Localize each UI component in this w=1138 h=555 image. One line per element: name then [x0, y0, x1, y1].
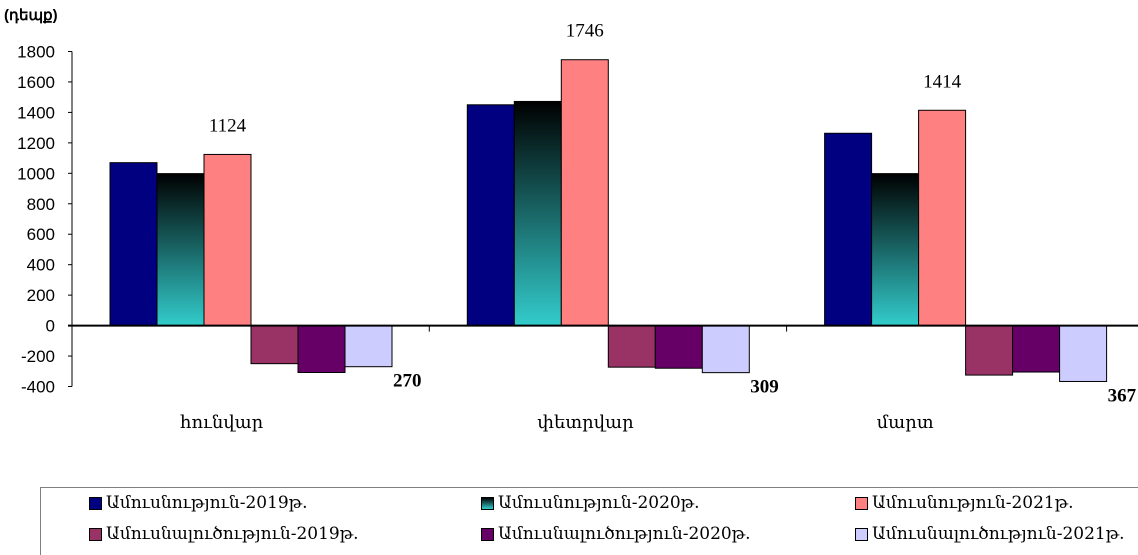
bar-series-6-փետրվար: [701, 325, 750, 374]
bar-series-6-հունվար: [344, 325, 393, 368]
data-label: 1414: [923, 71, 962, 92]
y-tick-label: 400: [27, 256, 55, 275]
y-tick-label: 0: [46, 317, 55, 336]
legend-swatch: [89, 496, 102, 510]
bar-series-3-փետրվար: [560, 59, 609, 327]
y-tick-label: 200: [27, 286, 55, 305]
legend-item: Ամուսնալուծություն-2019թ.: [89, 524, 359, 544]
y-tick-label: 1600: [17, 73, 55, 92]
legend-swatch: [481, 527, 494, 541]
legend-label: Ամուսնություն-2021թ.: [872, 493, 1074, 513]
bar-series-4-փետրվար: [607, 325, 656, 368]
bar-series-1-հունվար: [109, 162, 158, 327]
legend-item: Ամուսնություն-2020թ.: [481, 493, 700, 513]
legend-label: Ամուսնալուծություն-2019թ.: [106, 524, 359, 544]
y-tick-label: -200: [21, 347, 55, 366]
y-tick-label: -400: [21, 378, 55, 397]
legend-item: Ամուսնալուծություն-2021թ.: [855, 524, 1125, 544]
bar-series-5-փետրվար: [654, 325, 703, 369]
legend-label: Ամուսնալուծություն-2021թ.: [872, 524, 1125, 544]
y-tick-label: 1800: [17, 43, 55, 62]
legend-item: Ամուսնություն-2019թ.: [89, 493, 308, 513]
data-label: 1124: [209, 115, 247, 136]
chart-legend: Ամուսնություն-2019թ. Ամուսնություն-2020թ.…: [40, 487, 1138, 555]
bar-series-6-մարտ: [1059, 325, 1108, 382]
legend-label: Ամուսնություն-2019թ.: [106, 493, 308, 513]
legend-swatch: [89, 527, 102, 541]
legend-item: Ամուսնություն-2021թ.: [855, 493, 1074, 513]
data-label: 367: [1108, 385, 1137, 406]
y-tick-label: 800: [27, 195, 55, 214]
y-tick-label: 1400: [17, 103, 55, 122]
y-tick-label: 1200: [17, 134, 55, 153]
x-category-label: փետրվար: [537, 412, 634, 433]
x-category-label: մարտ: [877, 412, 934, 433]
bar-series-2-հունվար: [156, 173, 205, 327]
bar-series-1-մարտ: [824, 132, 873, 327]
y-tick-label: 1000: [17, 164, 55, 183]
bar-series-4-հունվար: [250, 325, 299, 365]
bar-series-5-հունվար: [297, 325, 346, 373]
bar-series-3-մարտ: [918, 109, 967, 327]
bar-series-1-փետրվար: [466, 104, 515, 327]
legend-swatch: [481, 496, 494, 510]
bar-series-2-մարտ: [871, 173, 920, 327]
data-label: 1746: [566, 21, 604, 42]
y-axis-unit-label: (դեպք): [4, 7, 58, 24]
data-label: 309: [750, 377, 779, 398]
legend-swatch: [855, 496, 868, 510]
y-tick-label: 600: [27, 225, 55, 244]
x-category-label: հունվար: [180, 412, 264, 433]
bar-series-5-մարտ: [1012, 325, 1061, 373]
legend-item: Ամուսնալուծություն-2020թ.: [481, 524, 751, 544]
bar-series-4-մարտ: [965, 325, 1014, 376]
legend-swatch: [855, 527, 868, 541]
bar-series-3-հունվար: [203, 153, 252, 327]
legend-label: Ամուսնություն-2020թ.: [498, 493, 700, 513]
data-label: 270: [393, 371, 422, 392]
legend-label: Ամուսնալուծություն-2020թ.: [498, 524, 751, 544]
bar-series-2-փետրվար: [513, 100, 562, 327]
